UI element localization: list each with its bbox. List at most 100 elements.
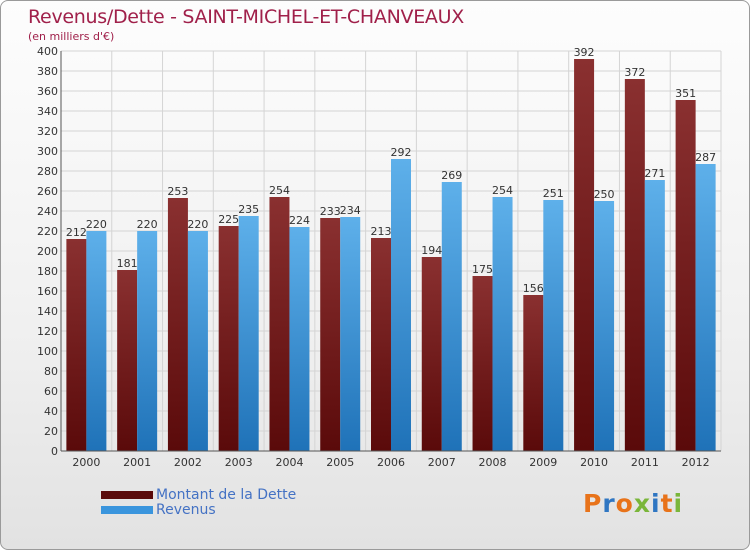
bar-revenus (187, 231, 208, 451)
value-label: 181 (117, 257, 138, 270)
bar-dette (371, 238, 391, 451)
value-label: 287 (695, 151, 716, 164)
bar-revenus (594, 201, 615, 451)
legend-item-revenus: Revenus (101, 501, 296, 518)
legend-swatch-revenus (101, 505, 153, 514)
x-tick-label: 2009 (529, 456, 557, 469)
value-label: 250 (594, 188, 615, 201)
y-tick-label: 120 (37, 325, 58, 338)
bar-dette (320, 218, 341, 451)
logo-letter: t (660, 489, 674, 518)
value-label: 392 (574, 46, 595, 59)
x-tick-label: 2006 (377, 456, 405, 469)
value-label: 224 (289, 214, 310, 227)
x-tick-label: 2007 (428, 456, 456, 469)
bars (66, 59, 716, 451)
bar-revenus (238, 216, 259, 451)
y-tick-label: 220 (37, 225, 58, 238)
y-tick-label: 280 (37, 165, 58, 178)
value-label: 234 (340, 204, 361, 217)
y-tick-label: 200 (37, 245, 58, 258)
x-tick-label: 2011 (631, 456, 659, 469)
bar-dette (523, 295, 544, 451)
bar-revenus (441, 182, 462, 451)
value-label: 253 (167, 185, 188, 198)
bar-revenus (492, 197, 513, 451)
value-label: 254 (269, 184, 290, 197)
value-label: 175 (472, 263, 493, 276)
x-tick-label: 2010 (580, 456, 608, 469)
x-tick-label: 2001 (123, 456, 151, 469)
value-label: 156 (523, 282, 544, 295)
y-tick-label: 300 (37, 145, 58, 158)
bar-dette (117, 270, 138, 451)
y-tick-label: 80 (44, 365, 58, 378)
x-tick-label: 2005 (326, 456, 354, 469)
logo-letter: x (633, 489, 651, 518)
proxiti-logo: Proxiti (583, 489, 683, 518)
value-label: 212 (66, 226, 87, 239)
bar-revenus (289, 227, 310, 451)
y-tick-label: 0 (51, 445, 58, 458)
logo-letter: i (673, 489, 684, 518)
y-tick-label: 100 (37, 345, 58, 358)
y-tick-label: 240 (37, 205, 58, 218)
y-tick-label: 140 (37, 305, 58, 318)
y-tick-label: 160 (37, 285, 58, 298)
bar-revenus (695, 164, 716, 451)
value-label: 220 (137, 218, 158, 231)
bar-revenus (644, 180, 665, 451)
y-tick-label: 20 (44, 425, 58, 438)
value-label: 372 (624, 66, 645, 79)
y-tick-label: 340 (37, 105, 58, 118)
bar-revenus (391, 159, 411, 451)
chart-title: Revenus/Dette - SAINT-MICHEL-ET-CHANVEAU… (28, 6, 464, 28)
logo-letter: P (583, 489, 603, 518)
value-label: 251 (543, 187, 564, 200)
x-tick-label: 2003 (225, 456, 253, 469)
value-label: 225 (218, 213, 239, 226)
value-label: 194 (421, 244, 442, 257)
bar-dette (218, 226, 239, 451)
bar-revenus (340, 217, 361, 451)
y-tick-label: 40 (44, 405, 58, 418)
bar-dette (167, 198, 188, 451)
bar-dette (269, 197, 290, 451)
bar-dette (675, 100, 696, 451)
axes: 0 20 40 60 80 100 120 140 160 180 200 220 240 260 280 3… (37, 45, 721, 469)
legend-label-dette: Montant de la Dette (156, 486, 297, 503)
value-label: 292 (391, 146, 412, 159)
x-tick-label: 2008 (479, 456, 507, 469)
y-tick-label: 360 (37, 85, 58, 98)
value-label: 233 (320, 205, 341, 218)
bar-dette (472, 276, 493, 451)
value-label: 213 (371, 225, 392, 238)
x-tick-label: 2002 (174, 456, 202, 469)
bar-dette (574, 59, 595, 451)
logo-letter: o (615, 489, 634, 518)
y-tick-label: 180 (37, 265, 58, 278)
bar-dette (421, 257, 442, 451)
bar-revenus (137, 231, 158, 451)
bar-dette (624, 79, 645, 451)
value-label: 220 (86, 218, 107, 231)
value-label: 351 (675, 87, 696, 100)
legend-label-revenus: Revenus (156, 501, 216, 518)
value-label: 271 (644, 167, 665, 180)
value-label: 235 (238, 203, 259, 216)
bar-revenus (543, 200, 564, 451)
x-tick-label: 2004 (275, 456, 303, 469)
y-tick-label: 260 (37, 185, 58, 198)
chart-subtitle: (en milliers d'€) (28, 30, 115, 43)
x-tick-label: 2012 (682, 456, 710, 469)
y-tick-label: 60 (44, 385, 58, 398)
legend: Montant de la Dette Revenus (101, 486, 297, 518)
legend-item-dette: Montant de la Dette (101, 486, 297, 503)
value-label: 254 (492, 184, 513, 197)
bar-revenus (86, 231, 107, 451)
y-tick-label: 320 (37, 125, 58, 138)
x-tick-label: 2000 (72, 456, 100, 469)
